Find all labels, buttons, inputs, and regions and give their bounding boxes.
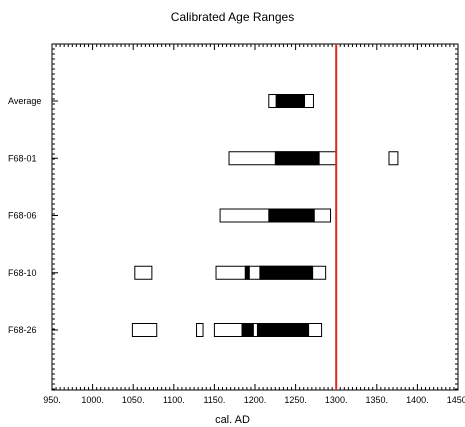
chart-title: Calibrated Age Ranges: [170, 10, 295, 24]
sample-label: F68-01: [8, 153, 37, 163]
range-68-box: [259, 265, 314, 280]
x-tick-label: 1350.: [366, 395, 389, 405]
sample-label: F68-26: [8, 325, 37, 335]
x-axis-ticks: 950. 1000. 1050. 1100. 1150. 1200. 1250. 1300. 1…: [43, 395, 465, 405]
x-tick-label: 1150.: [203, 395, 225, 405]
x-axis-label: cal. AD: [215, 414, 250, 426]
sample-rows: Average F68-01 F68-06 F68-10 F68-26: [8, 94, 399, 337]
range-68-box: [244, 265, 250, 280]
range-68-box: [256, 323, 310, 337]
sample-label: F68-10: [8, 268, 37, 278]
sample-label: F68-06: [8, 211, 37, 221]
x-tick-label: 1250.: [284, 395, 307, 405]
x-tick-label: 1000.: [81, 395, 104, 405]
minor-ticks: [51, 43, 459, 390]
range-95-box: [134, 265, 153, 280]
range-95-box: [196, 323, 204, 337]
x-tick-label: 1450.: [447, 395, 465, 405]
x-tick-label: 1200.: [244, 395, 267, 405]
range-95-box: [388, 151, 399, 166]
sample-row: F68-26: [8, 323, 323, 337]
range-68-box: [268, 208, 315, 223]
sample-row: F68-01: [8, 151, 399, 166]
x-tick-label: 1300.: [325, 395, 348, 405]
sample-row: F68-06: [8, 208, 332, 223]
x-tick-label: 1400.: [406, 395, 429, 405]
range-68-box: [275, 94, 306, 108]
x-tick-label: 1050.: [122, 395, 145, 405]
sample-row: F68-10: [8, 265, 327, 280]
sample-row: Average: [8, 94, 314, 108]
x-tick-label: 950.: [43, 395, 61, 405]
x-tick-label: 1100.: [163, 395, 185, 405]
range-68-box: [274, 151, 320, 166]
sample-label: Average: [8, 96, 41, 106]
range-68-box: [241, 323, 254, 337]
range-95-box: [131, 323, 158, 337]
